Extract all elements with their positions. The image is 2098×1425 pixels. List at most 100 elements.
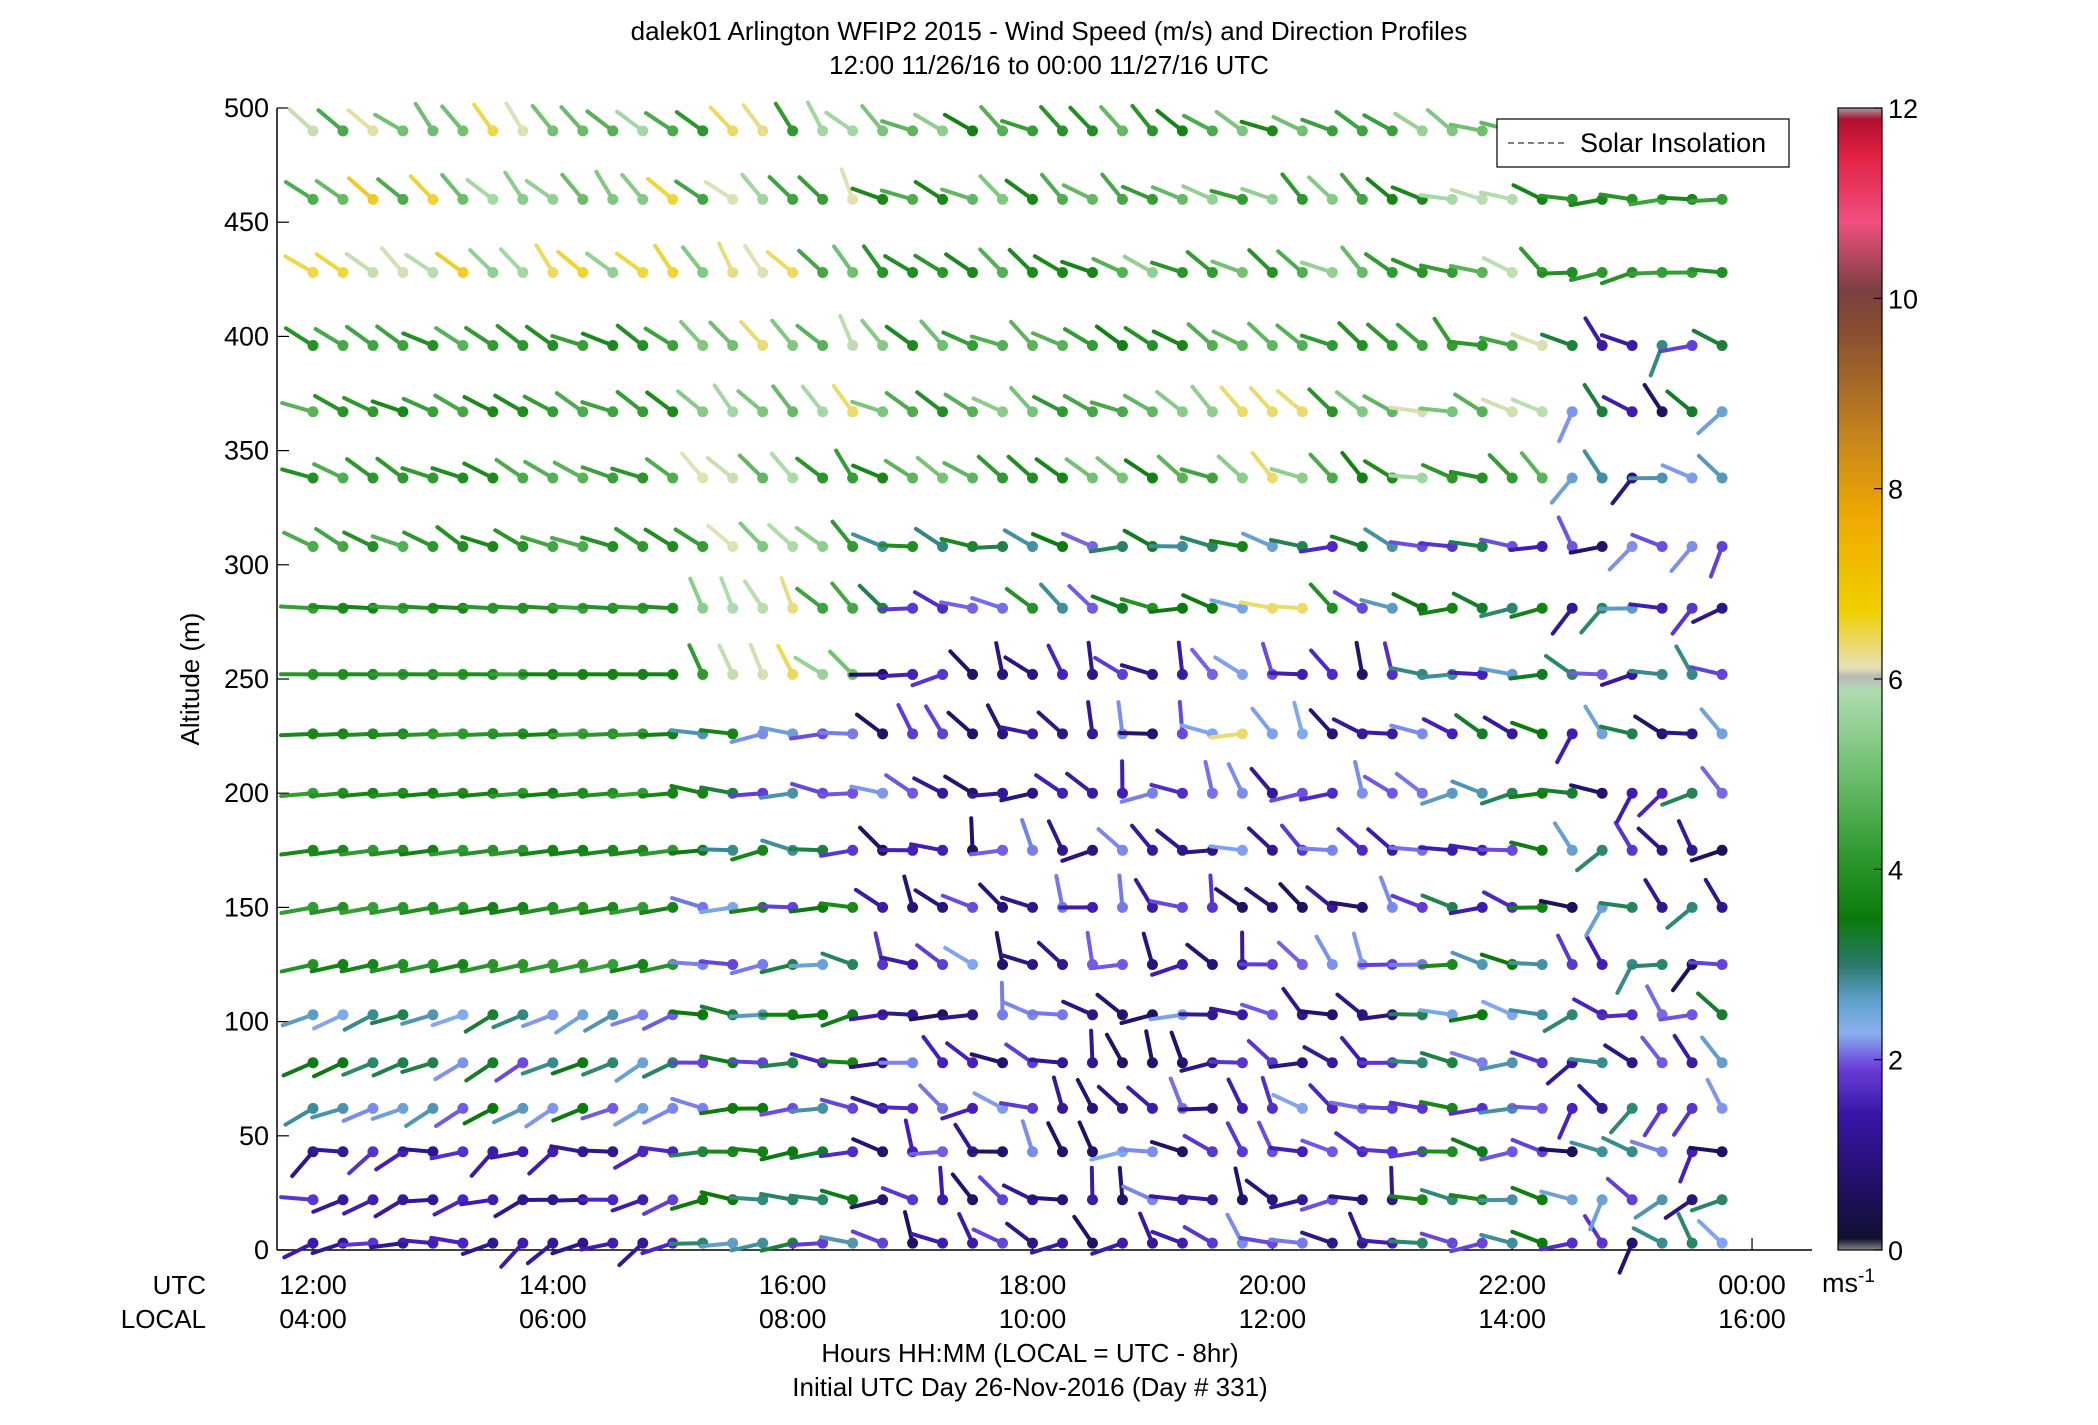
wind-barb [1487, 453, 1518, 484]
y-tick-label: 400 [224, 321, 269, 351]
wind-barb-dot [937, 340, 949, 352]
wind-barb [429, 1235, 469, 1249]
wind-barb [850, 1229, 889, 1249]
wind-barb [831, 384, 859, 418]
wind-barb-dot [1056, 602, 1068, 614]
wind-barb [879, 188, 919, 205]
wind-barb-dot [1086, 602, 1098, 614]
x-tick-label-utc: 22:00 [1478, 1270, 1546, 1300]
wind-barb [1508, 1102, 1548, 1114]
wind-barb-dot [1686, 541, 1698, 553]
wind-barb-dot [457, 1146, 469, 1158]
wind-barb-dot [1716, 1057, 1728, 1069]
wind-barb-dot [1027, 1237, 1039, 1249]
wind-barb [459, 901, 499, 915]
wind-barb [579, 1237, 619, 1252]
wind-barb [1150, 1229, 1188, 1249]
wind-barb-dot [1626, 1194, 1638, 1206]
wind-barb-dot [1086, 266, 1098, 278]
wind-barb-dot [1446, 406, 1458, 418]
wind-barb [585, 109, 619, 137]
wind-barb [1689, 1194, 1728, 1213]
wind-barb-dot [1716, 728, 1728, 740]
wind-barb [1007, 248, 1039, 278]
wind-barb [1583, 704, 1608, 740]
wind-barb-dot [1686, 602, 1698, 614]
wind-barb [1550, 602, 1578, 636]
wind-barb [1631, 1226, 1668, 1249]
wind-barb [1226, 762, 1248, 799]
wind-barb-dot [1386, 340, 1398, 352]
wind-barb [498, 247, 529, 278]
wind-barb-dot [757, 728, 769, 740]
wind-barb-dot [1476, 541, 1488, 553]
wind-barb [873, 931, 889, 970]
wind-barb-dot [667, 541, 679, 553]
wind-barb [1448, 469, 1488, 484]
wind-barb [758, 1057, 799, 1069]
wind-barb-dot [877, 1237, 889, 1249]
wind-barb [879, 955, 919, 970]
wind-barb [1269, 787, 1308, 803]
wind-barb-dot [337, 1057, 349, 1069]
wind-barb-dot [1296, 728, 1308, 740]
wind-barb-dot [1536, 901, 1548, 913]
wind-barb-dot [1236, 406, 1248, 418]
wind-barb [413, 101, 439, 137]
wind-barb-dot [1656, 1237, 1668, 1249]
wind-barb [642, 1194, 679, 1216]
wind-barb-dot [1266, 787, 1278, 799]
wind-barb-dot [1056, 193, 1068, 205]
wind-barb [1116, 1165, 1128, 1206]
wind-barb [1126, 1085, 1158, 1114]
wind-barb-dot [1716, 406, 1728, 418]
wind-barb-dot [787, 1057, 799, 1069]
wind-barb-dot [307, 1194, 319, 1206]
wind-barb [1569, 1140, 1608, 1158]
wind-barb [309, 1146, 349, 1158]
wind-barb [1133, 878, 1158, 913]
wind-barb [1240, 186, 1278, 205]
wind-barb [1658, 340, 1698, 354]
wind-barb [1182, 1133, 1218, 1158]
wind-barb-dot [1446, 959, 1458, 970]
wind-barb-dot [967, 266, 979, 278]
wind-barb-dot [967, 602, 979, 614]
wind-barb-dot [1716, 602, 1728, 614]
wind-barb [1419, 1231, 1458, 1249]
wind-barb-dot [667, 668, 679, 680]
wind-barb [767, 522, 799, 553]
wind-barb-dot [1236, 1057, 1248, 1069]
wind-barb [729, 1237, 769, 1253]
wind-barb-dot [1176, 1237, 1188, 1249]
wind-barb-dot [1416, 901, 1428, 913]
wind-barb-dot [1326, 541, 1338, 553]
wind-barb [1300, 1230, 1338, 1249]
wind-barb-dot [307, 125, 319, 137]
wind-barb-dot [1027, 602, 1039, 614]
wind-barb [918, 1083, 949, 1114]
wind-barb [884, 773, 919, 799]
wind-barb-dot [427, 1009, 439, 1021]
wind-barb [1601, 395, 1638, 418]
wind-barb [878, 1102, 919, 1114]
wind-barb [1028, 1009, 1068, 1021]
wind-barb-dot [1596, 728, 1608, 740]
wind-barb-dot [1086, 1146, 1098, 1158]
wind-barb-dot [1027, 406, 1039, 418]
wind-barb [1305, 885, 1338, 913]
wind-barb-dot [577, 541, 589, 553]
wind-barb [795, 456, 829, 484]
wind-barb [1691, 328, 1728, 352]
wind-barb-dot [1716, 959, 1728, 970]
wind-barb-dot [1596, 844, 1608, 856]
wind-barb [1003, 655, 1039, 680]
wind-barb-dot [1686, 1057, 1698, 1069]
wind-barb-dot [1056, 125, 1068, 137]
wind-barb-dot [997, 1237, 1009, 1249]
wind-barb [1670, 602, 1698, 636]
wind-barb [370, 534, 409, 553]
wind-barb-dot [517, 125, 529, 137]
wind-barb [1130, 103, 1158, 137]
wind-barb [1556, 515, 1578, 553]
